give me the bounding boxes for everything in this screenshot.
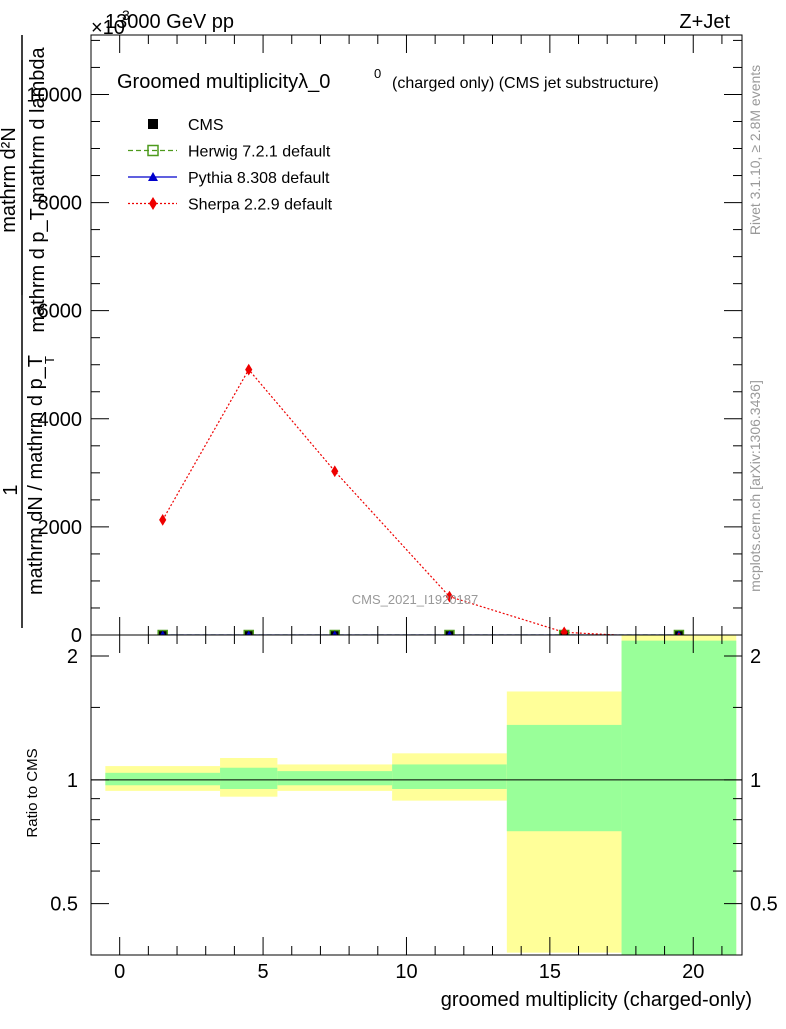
y-axis-title-top2: mathrm d p_T mathrm d lambda xyxy=(27,46,49,332)
energy-label: 13000 GeV pp xyxy=(105,11,234,33)
y-tick-label: 6000 xyxy=(38,301,83,323)
sherpa-data-point xyxy=(331,465,339,478)
ratio-stat-uncertainty-band xyxy=(220,767,278,789)
y-tick-label: 4000 xyxy=(38,409,83,431)
y-axis-title-subscript: T xyxy=(42,356,57,364)
x-tick-label: 20 xyxy=(682,961,704,983)
y-axis-title-top: mathrm d²N xyxy=(0,127,20,233)
ratio-y-tick-label-right: 2 xyxy=(750,646,761,668)
pythia-data-point xyxy=(246,630,252,635)
sherpa-data-point xyxy=(245,363,253,376)
y-axis-title-one: 1 xyxy=(0,484,22,495)
sherpa-data-point xyxy=(159,514,167,526)
ratio-stat-uncertainty-band xyxy=(277,771,393,786)
x-tick-label: 15 xyxy=(539,961,561,983)
ratio-y-tick-label: 1 xyxy=(67,770,78,792)
y-axis-title: 1 mathrm d²N mathrm d p_T mathrm d lambd… xyxy=(0,35,57,628)
y-tick-label: 0 xyxy=(71,625,82,647)
analysis-watermark: CMS_2021_I1920187 xyxy=(352,592,479,607)
ratio-stat-uncertainty-band xyxy=(621,640,737,955)
y-tick-label: 2000 xyxy=(38,517,83,539)
ratio-stat-uncertainty-band xyxy=(105,772,221,786)
ratio-stat-uncertainty-band xyxy=(392,764,507,789)
legend: CMS Herwig 7.2.1 default Pythia 8.308 defa… xyxy=(128,117,333,214)
x-axis-title: groomed multiplicity (charged-only) xyxy=(441,989,752,1011)
legend-label: Herwig 7.2.1 default xyxy=(188,144,331,161)
ratio-plot-frame xyxy=(90,634,743,956)
legend-label: CMS xyxy=(188,117,224,134)
y-tick-label: 8000 xyxy=(38,193,83,215)
pythia-data-point xyxy=(446,630,452,635)
ratio-stat-uncertainty-band xyxy=(506,724,622,832)
cms-data-point xyxy=(148,119,158,129)
ratio-y-tick-label: 0.5 xyxy=(50,894,78,916)
x-tick-label: 5 xyxy=(258,961,269,983)
y-axis-title-bottom: mathrm dN / mathrm d p_T xyxy=(25,355,47,595)
mcplots-label: mcplots.cern.ch [arXiv:1306.3436] xyxy=(747,380,763,592)
plot-title-sup: 0 xyxy=(374,66,381,81)
x-tick-label: 0 xyxy=(114,961,125,983)
process-label: Z+Jet xyxy=(679,11,730,33)
pythia-data-point xyxy=(148,172,158,181)
exponent-marker: ×10 xyxy=(91,17,125,39)
pythia-data-point xyxy=(332,630,338,635)
sherpa-data-point xyxy=(560,626,568,635)
rivet-version-label: Rivet 3.1.10, ≥ 2.8M events xyxy=(747,65,763,235)
y-tick-label: 10000 xyxy=(26,84,82,106)
ratio-y-tick-label-right: 0.5 xyxy=(750,894,778,916)
herwig-data-point xyxy=(147,144,159,157)
sherpa-data-point xyxy=(445,590,454,603)
legend-label: Sherpa 2.2.9 default xyxy=(188,197,333,214)
pythia-data-point xyxy=(160,630,166,635)
sherpa-data-point xyxy=(677,632,681,635)
sherpa-data-point xyxy=(149,197,157,210)
ratio-y-tick-label: 2 xyxy=(67,646,78,668)
plot-title: Groomed multiplicityλ_0 0 (charged only)… xyxy=(117,66,659,93)
legend-label: Pythia 8.308 default xyxy=(188,170,330,187)
series-line xyxy=(162,368,628,635)
ratio-axis-title: Ratio to CMS xyxy=(24,748,41,837)
plot-title-main: Groomed multiplicityλ_0 xyxy=(117,71,330,93)
exponent-power: 3 xyxy=(122,7,130,23)
plot-title-suffix: (charged only) (CMS jet substructure) xyxy=(392,75,659,92)
x-tick-label: 10 xyxy=(395,961,417,983)
ratio-y-tick-label-right: 1 xyxy=(750,770,761,792)
